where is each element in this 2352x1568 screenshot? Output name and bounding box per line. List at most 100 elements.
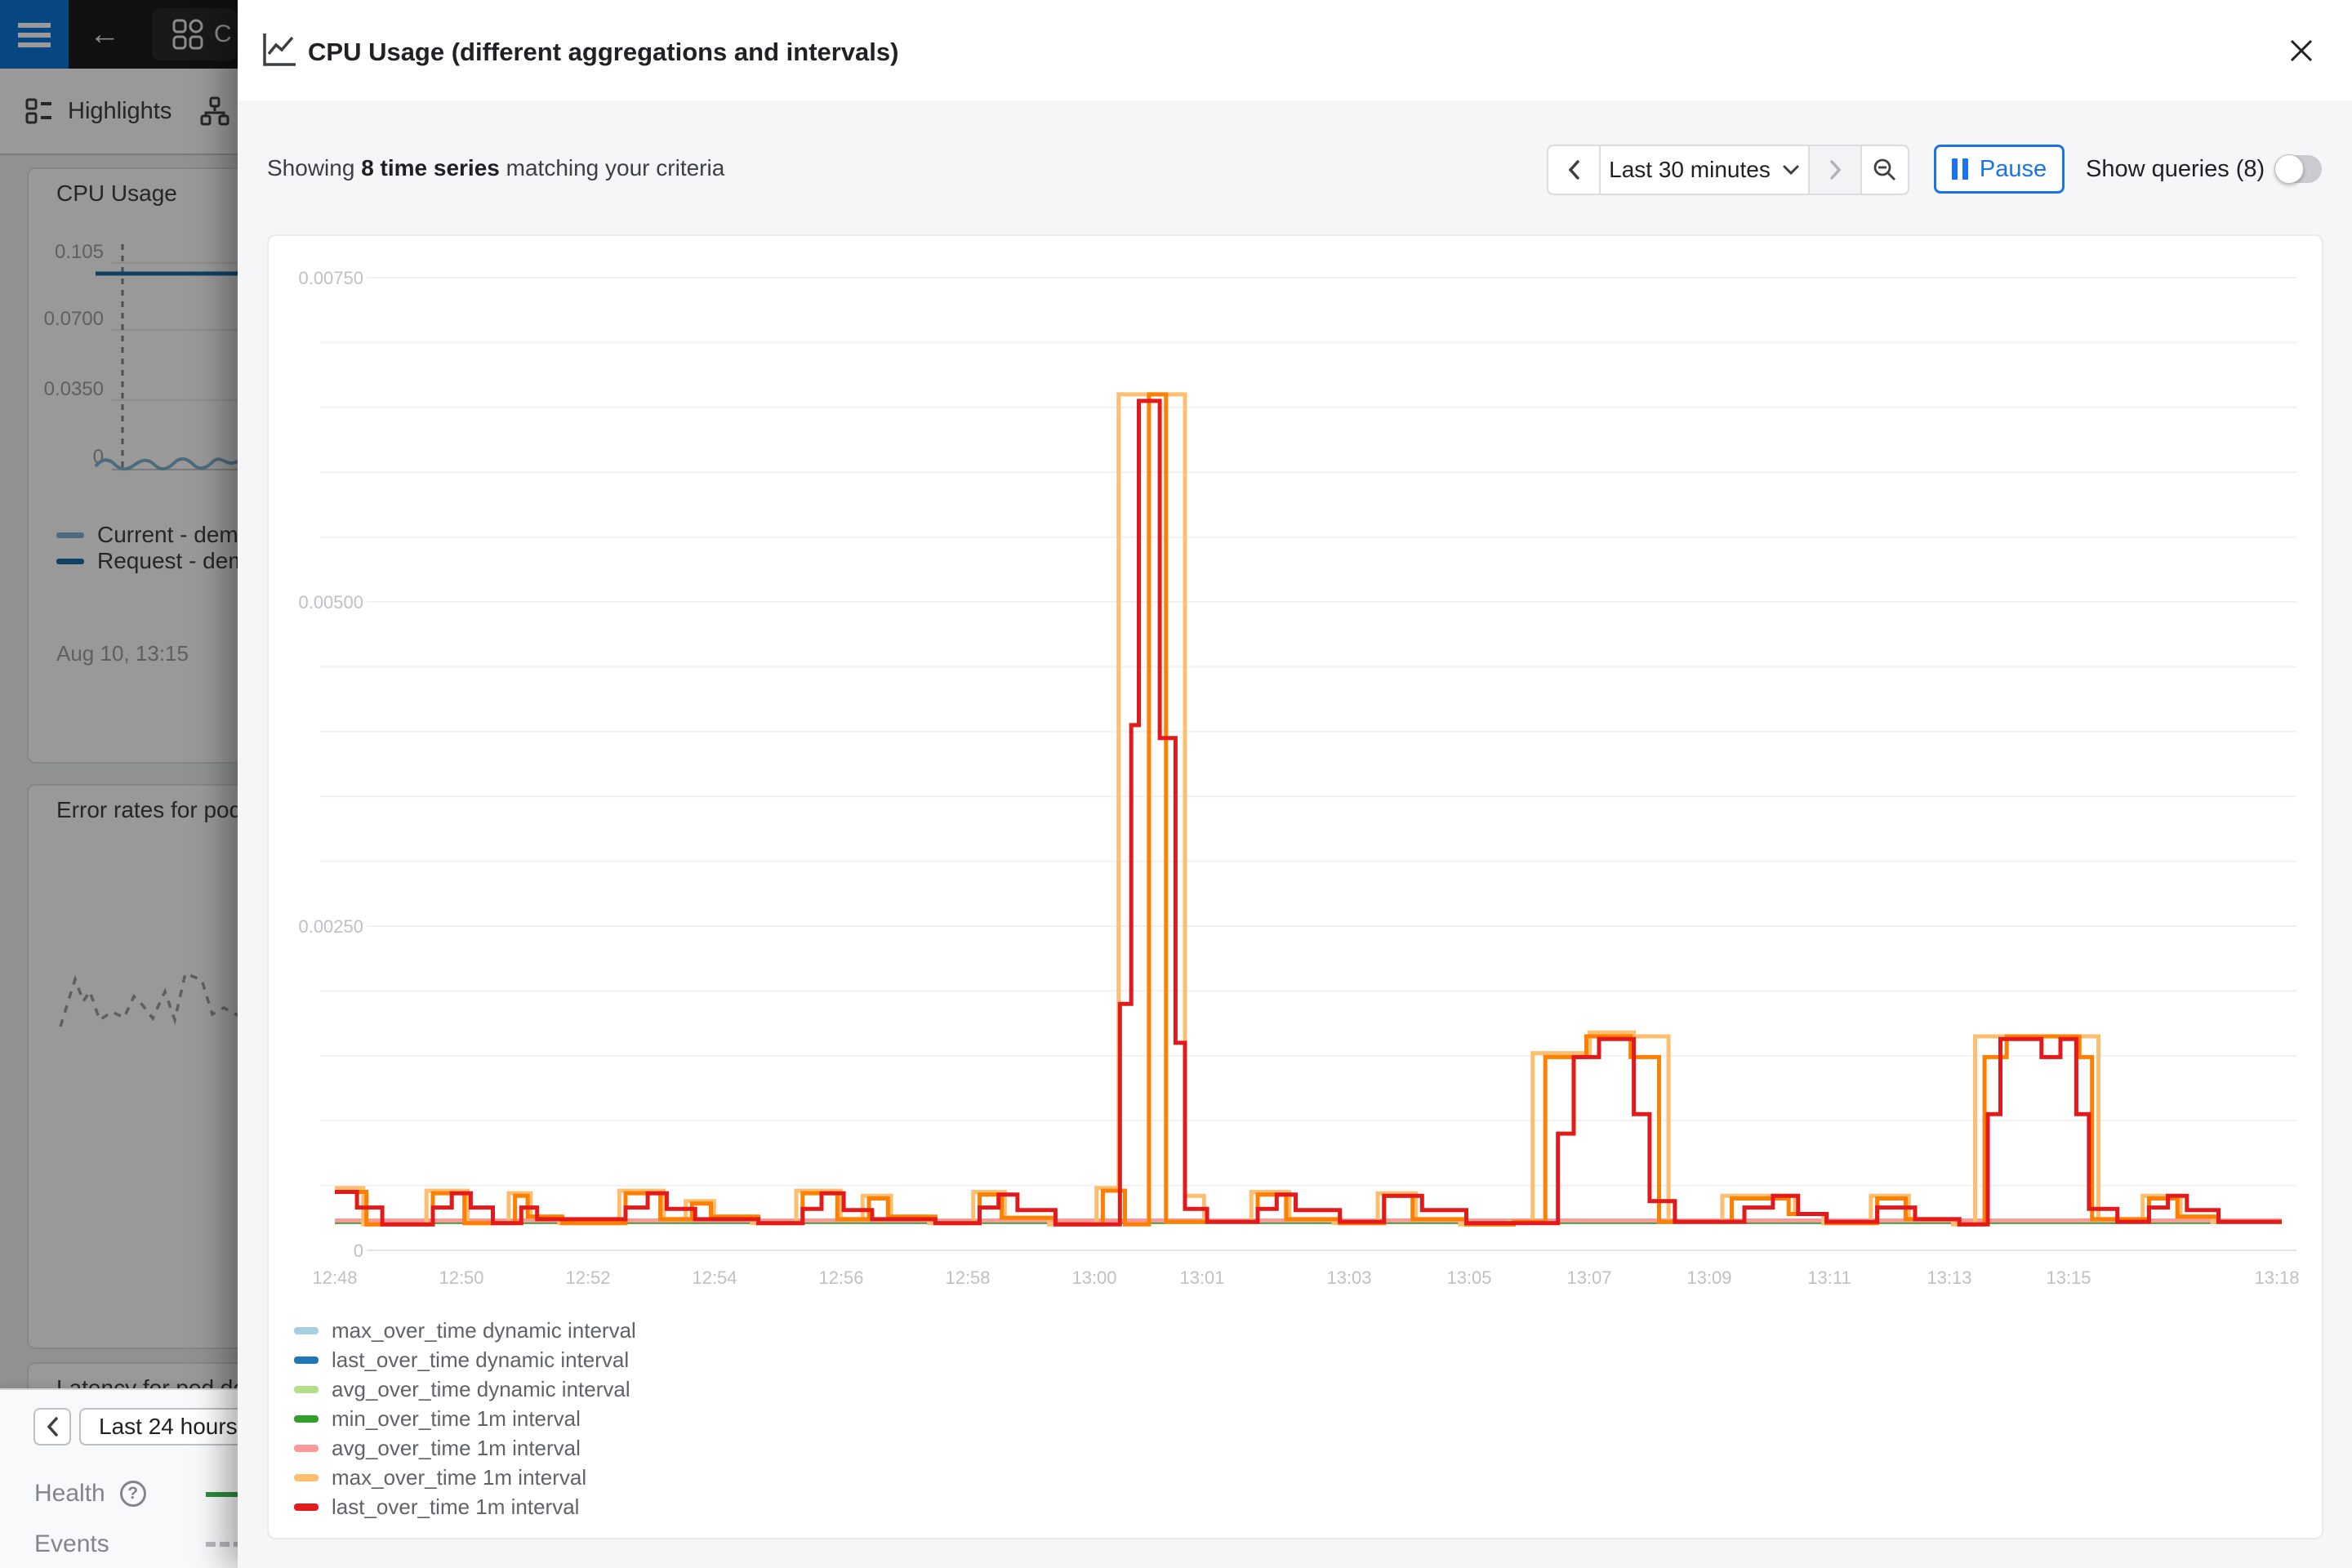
y-label-backing — [296, 266, 367, 289]
legend-swatch — [294, 1414, 318, 1423]
chevron-right-icon — [1830, 160, 1842, 180]
series-line — [335, 392, 2282, 1227]
show-queries-toggle[interactable] — [2274, 154, 2322, 184]
x-tick-label: 13:13 — [1927, 1267, 1971, 1288]
tab-highlights-label: Highlights — [68, 97, 172, 124]
range-select-label: Last 30 minutes — [1609, 157, 1771, 182]
zoom-out-button[interactable] — [1862, 146, 1908, 194]
chart-legend: max_over_time dynamic interval last_over_… — [294, 1316, 636, 1521]
legend-item[interactable]: min_over_time 1m interval — [294, 1404, 636, 1433]
legend-label: avg_over_time 1m interval — [332, 1435, 581, 1460]
highlights-icon — [25, 98, 51, 124]
x-tick-label: 13:07 — [1566, 1267, 1611, 1288]
x-tick-label: 13:18 — [2254, 1267, 2299, 1288]
y-tick-label: 0.0700 — [43, 308, 104, 330]
legend-label: last_over_time dynamic interval — [332, 1347, 630, 1372]
arrow-left-icon: ← — [89, 17, 120, 51]
x-tick-label: 12:54 — [692, 1267, 737, 1288]
x-axis-date-label: Aug 10, 13:15 — [56, 641, 189, 666]
panel-title: Error rates for pod de — [56, 797, 274, 822]
panel-title: CPU Usage — [56, 180, 177, 206]
series-count-status: Showing 8 time series matching your crit… — [267, 155, 725, 180]
series-line — [335, 399, 2282, 1227]
legend-label: avg_over_time dynamic interval — [332, 1376, 630, 1401]
range-next-button-disabled[interactable] — [1810, 146, 1862, 194]
chevron-down-icon — [1783, 165, 1799, 176]
legend-swatch — [294, 1326, 318, 1334]
legend-swatch — [294, 1356, 318, 1364]
legend-item[interactable]: max_over_time dynamic interval — [294, 1316, 636, 1345]
y-tick-label: 0.0350 — [43, 378, 104, 400]
topology-icon — [200, 96, 229, 126]
legend-label: max_over_time 1m interval — [332, 1464, 587, 1490]
chevron-left-icon — [1568, 160, 1579, 180]
y-label-backing — [296, 590, 367, 613]
x-tick-label: 13:11 — [1807, 1267, 1851, 1288]
back-button[interactable]: ← — [85, 15, 124, 54]
pause-button[interactable]: Pause — [1934, 145, 2065, 194]
apps-button[interactable]: C — [152, 8, 237, 60]
x-tick-label: 12:58 — [945, 1267, 990, 1288]
legend-item[interactable]: last_over_time dynamic interval — [294, 1345, 636, 1374]
legend-label: Current - demo- — [97, 522, 259, 547]
pause-button-label: Pause — [1979, 155, 2047, 182]
x-tick-label: 12:56 — [818, 1267, 863, 1288]
chevron-left-icon — [47, 1417, 58, 1437]
legend-item[interactable]: Request - demo — [56, 548, 260, 574]
chart-modal: CPU Usage (different aggregations and in… — [238, 0, 2352, 1568]
x-tick-label: 12:48 — [312, 1267, 357, 1288]
x-tick-label: 13:05 — [1446, 1267, 1491, 1288]
legend-swatch — [294, 1473, 318, 1481]
tab-highlights[interactable]: Highlights — [25, 69, 172, 154]
legend-label: Request - demo — [97, 548, 261, 573]
close-icon — [2290, 39, 2313, 62]
close-button[interactable] — [2283, 33, 2319, 69]
modal-header: CPU Usage (different aggregations and in… — [238, 0, 2352, 100]
legend-swatch — [294, 1503, 318, 1511]
events-row: Events — [34, 1530, 109, 1558]
y-label-backing — [296, 915, 367, 938]
y-tick-label: 0.00500 — [298, 592, 363, 612]
legend-item[interactable]: max_over_time 1m interval — [294, 1463, 636, 1492]
y-tick-label: 0.00750 — [298, 268, 363, 288]
legend-label: max_over_time dynamic interval — [332, 1317, 636, 1343]
legend-swatch — [56, 532, 84, 538]
legend-item[interactable]: avg_over_time 1m interval — [294, 1433, 636, 1463]
health-row: Health ? — [34, 1480, 146, 1508]
tab-topology[interactable] — [200, 69, 229, 154]
line-chart-icon — [263, 33, 296, 66]
legend-label: min_over_time 1m interval — [332, 1405, 581, 1431]
x-tick-label: 13:09 — [1686, 1267, 1731, 1288]
legend-swatch — [294, 1385, 318, 1393]
legend-item[interactable]: Current - demo- — [56, 522, 259, 548]
show-queries-label: Show queries (8) — [2086, 156, 2265, 182]
footer-range-label: Last 24 hours — [99, 1414, 238, 1439]
legend-swatch — [56, 558, 84, 564]
pause-icon — [1951, 158, 1968, 180]
previous-range-button[interactable] — [33, 1408, 71, 1446]
x-tick-label: 12:52 — [565, 1267, 610, 1288]
modal-title: CPU Usage (different aggregations and in… — [308, 38, 899, 66]
range-previous-button[interactable] — [1548, 146, 1601, 194]
y-label-backing — [296, 1239, 367, 1262]
y-tick-label: 0.105 — [54, 241, 104, 263]
x-tick-label: 12:50 — [439, 1267, 483, 1288]
cpu-usage-chart[interactable]: 0.00750 0.00500 0.00250 0 12:48 12:50 12:52 12:… — [269, 236, 2325, 1541]
help-icon[interactable]: ? — [119, 1481, 146, 1507]
x-tick-label: 13:00 — [1071, 1267, 1116, 1288]
legend-item[interactable]: last_over_time 1m interval — [294, 1492, 636, 1521]
grid-icon — [172, 19, 203, 50]
events-label: Events — [34, 1530, 109, 1557]
menu-button[interactable] — [0, 0, 69, 69]
range-select[interactable]: Last 30 minutes — [1601, 146, 1810, 194]
x-tick-label: 13:01 — [1179, 1267, 1224, 1288]
y-tick-label: 0 — [354, 1241, 363, 1261]
legend-item[interactable]: avg_over_time dynamic interval — [294, 1374, 636, 1404]
series-line — [335, 392, 2282, 1227]
chart-card: 0.00750 0.00500 0.00250 0 12:48 12:50 12:52 12:… — [267, 234, 2323, 1539]
zoom-out-icon — [1873, 158, 1895, 180]
y-tick-label: 0.00250 — [298, 916, 363, 937]
x-tick-label: 13:15 — [2046, 1267, 2091, 1288]
legend-swatch — [294, 1444, 318, 1452]
time-range-control-group: Last 30 minutes — [1547, 145, 1909, 195]
